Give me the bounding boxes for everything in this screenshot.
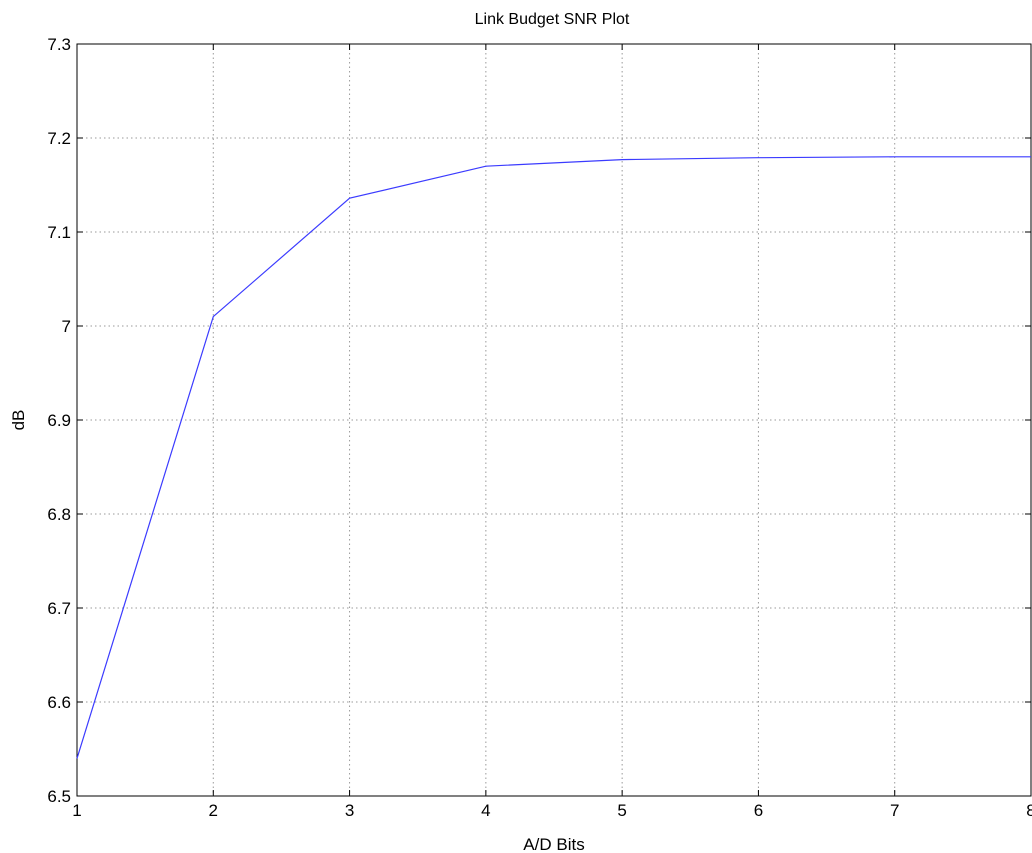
y-tick-label: 7.1 (47, 223, 71, 242)
y-tick-label: 7 (62, 317, 71, 336)
y-tick-label: 6.9 (47, 411, 71, 430)
x-axis-tick-labels: 1 2 3 4 5 6 7 8 (72, 801, 1032, 820)
axis-ticks (76, 43, 1032, 797)
series-layer (76, 156, 1031, 759)
y-tick-label: 7.3 (47, 35, 71, 54)
y-axis-title: dB (9, 410, 28, 431)
x-tick-label: 2 (209, 801, 218, 820)
y-tick-label: 6.6 (47, 693, 71, 712)
series-line (76, 156, 1031, 759)
x-tick-label: 1 (72, 801, 81, 820)
y-tick-label: 6.5 (47, 787, 71, 806)
x-tick-label: 5 (617, 801, 626, 820)
grid-lines (77, 44, 1031, 796)
x-tick-label: 7 (890, 801, 899, 820)
x-tick-label: 8 (1026, 801, 1032, 820)
y-tick-label: 6.7 (47, 599, 71, 618)
y-axis-tick-labels: 6.5 6.6 6.7 6.8 6.9 7 7.1 7.2 7.3 (47, 35, 71, 806)
x-tick-label: 6 (754, 801, 763, 820)
y-tick-label: 6.8 (47, 505, 71, 524)
x-tick-label: 3 (345, 801, 354, 820)
x-tick-label: 4 (481, 801, 490, 820)
y-tick-label: 7.2 (47, 129, 71, 148)
x-axis-title: A/D Bits (523, 835, 584, 853)
chart-title: Link Budget SNR Plot (475, 11, 630, 28)
